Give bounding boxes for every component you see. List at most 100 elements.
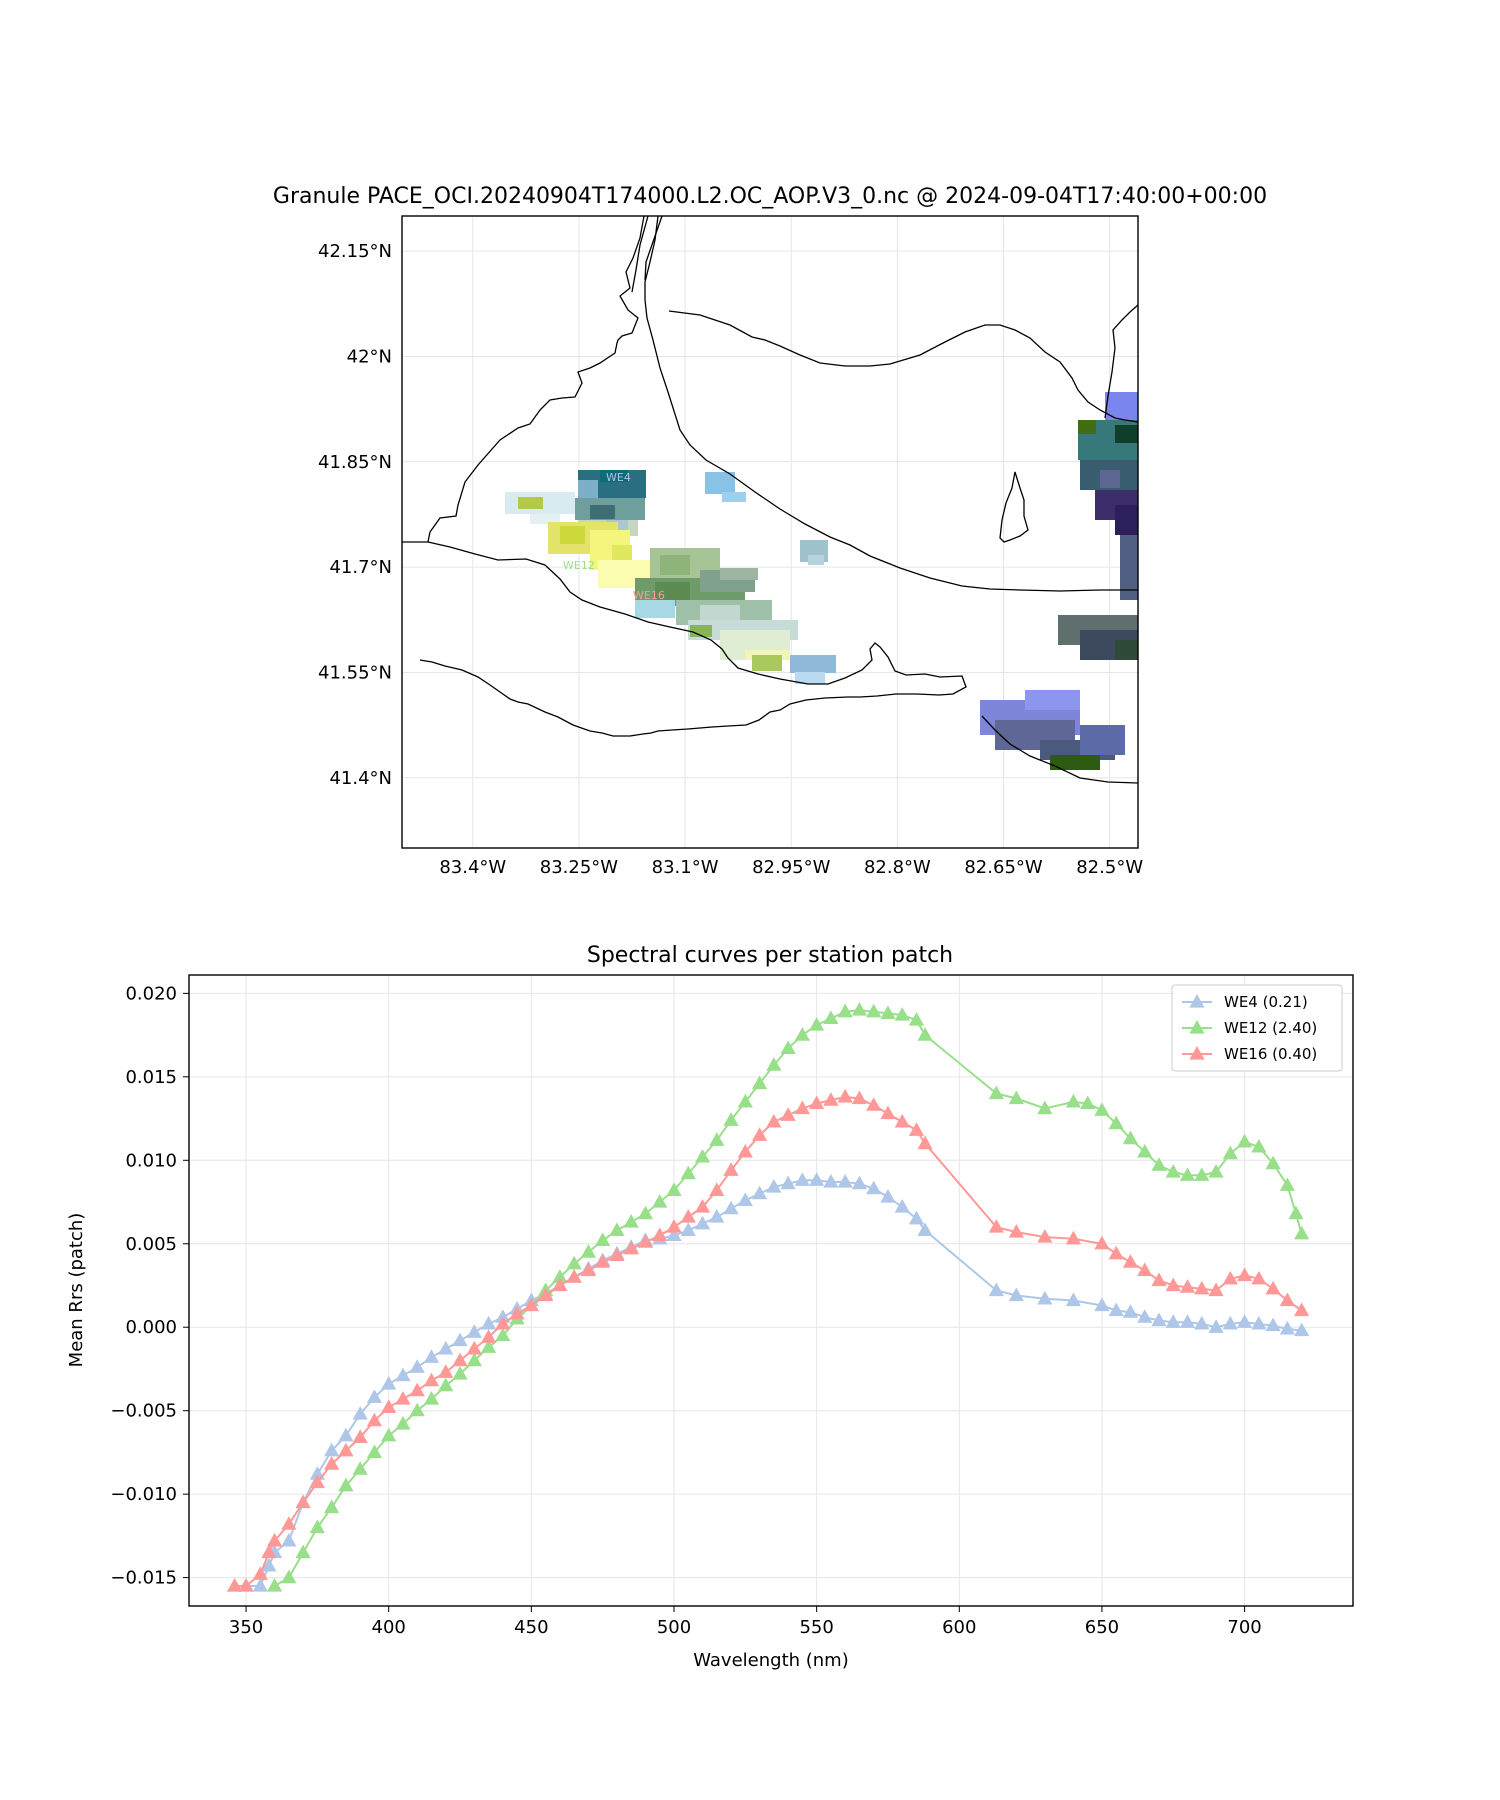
station-label-we16: WE16: [633, 589, 665, 602]
series-marker: [495, 1315, 511, 1330]
series-marker: [366, 1389, 383, 1403]
series-marker: [652, 1227, 668, 1242]
series-marker: [637, 1205, 654, 1220]
series-marker: [1265, 1317, 1281, 1332]
series-marker: [252, 1566, 268, 1580]
legend-label: WE4 (0.21): [1224, 993, 1308, 1011]
series-marker: [480, 1329, 497, 1343]
series-marker: [566, 1255, 582, 1270]
series-marker: [438, 1340, 454, 1355]
y-tick-label: 0.015: [125, 1067, 177, 1088]
series-marker: [466, 1324, 482, 1338]
series-marker: [1208, 1319, 1224, 1333]
map-y-tick-label: 42.15°N: [318, 241, 392, 262]
series-marker: [694, 1148, 711, 1163]
legend-item: WE16 (0.40): [1182, 1045, 1317, 1063]
legend-marker: [1189, 1020, 1205, 1034]
map-x-tick-label: 82.8°W: [864, 857, 931, 878]
series-marker: [238, 1577, 254, 1592]
series-marker: [295, 1494, 311, 1509]
series-marker: [1179, 1279, 1196, 1293]
spectral-title: Spectral curves per station patch: [587, 943, 953, 968]
series-marker: [680, 1209, 696, 1223]
series-marker: [1251, 1270, 1267, 1285]
spectral-series: [227, 1002, 1310, 1592]
series-marker: [338, 1427, 354, 1442]
series-marker: [737, 1093, 753, 1108]
series-marker: [794, 1172, 810, 1186]
series-marker: [680, 1222, 696, 1237]
map-y-tick-label: 41.7°N: [329, 557, 392, 578]
series-line: [274, 1009, 1303, 1587]
series-marker: [580, 1244, 597, 1258]
series-marker: [538, 1287, 554, 1302]
series-marker: [851, 1175, 868, 1190]
legend-marker: [1189, 1046, 1205, 1060]
series-marker: [866, 1180, 882, 1195]
series-marker: [1094, 1297, 1110, 1312]
series-marker: [823, 1092, 839, 1106]
series-marker: [723, 1200, 739, 1215]
series-marker: [680, 1165, 696, 1180]
satellite-pixel-patch-east: [980, 392, 1138, 770]
series-marker: [766, 1179, 782, 1193]
y-tick-label: 0.010: [125, 1150, 177, 1171]
series-marker: [1094, 1102, 1110, 1116]
series-marker: [1236, 1133, 1253, 1148]
series-marker: [809, 1017, 825, 1031]
spectral-tick-labels: 350 400 450 500 550 600 650 700 0.020 0.015 0.010 0…: [110, 983, 1261, 1638]
legend-item: WE12 (2.40): [1182, 1019, 1317, 1037]
series-marker: [609, 1247, 625, 1262]
series-marker: [766, 1057, 782, 1071]
series-marker: [1208, 1163, 1224, 1178]
series-we16: [227, 1088, 1310, 1592]
series-marker: [452, 1365, 468, 1380]
series-marker: [495, 1327, 511, 1342]
series-marker: [666, 1219, 682, 1233]
series-marker: [1279, 1177, 1295, 1191]
series-marker: [709, 1132, 725, 1146]
map-y-tick-label: 41.85°N: [318, 452, 392, 473]
series-marker: [723, 1162, 739, 1176]
series-marker: [988, 1085, 1004, 1100]
series-marker: [324, 1456, 340, 1470]
series-marker: [1008, 1090, 1024, 1105]
satellite-pixel-patch-we12: [505, 492, 653, 588]
series-marker: [1122, 1254, 1139, 1268]
map-frame: [401, 215, 1139, 849]
series-marker: [1151, 1272, 1167, 1287]
series-marker: [908, 1012, 925, 1026]
x-tick-label: 600: [942, 1617, 976, 1638]
series-marker: [751, 1185, 768, 1200]
series-marker: [988, 1219, 1004, 1233]
series-we12: [266, 1002, 1310, 1592]
spectral-gridlines: [189, 975, 1353, 1606]
series-marker: [480, 1315, 497, 1330]
series-marker: [1108, 1115, 1124, 1130]
series-marker: [988, 1282, 1004, 1297]
x-tick-label: 450: [514, 1617, 548, 1638]
y-tick-label: 0.020: [125, 983, 177, 1004]
series-marker: [809, 1095, 825, 1110]
series-marker: [452, 1352, 468, 1367]
spectral-panel: Spectral curves per station patch 350 400…: [66, 943, 1354, 1671]
series-marker: [880, 1189, 896, 1203]
series-marker: [737, 1192, 753, 1206]
series-marker: [894, 1007, 910, 1021]
x-axis-label: Wavelength (nm): [693, 1650, 849, 1671]
series-marker: [908, 1210, 925, 1225]
series-marker: [1151, 1312, 1167, 1327]
series-marker: [908, 1122, 925, 1136]
series-marker: [894, 1113, 910, 1128]
series-marker: [1008, 1287, 1024, 1302]
map-y-tick-label: 42°N: [347, 346, 392, 367]
series-we4: [227, 1172, 1310, 1592]
series-marker: [1208, 1282, 1224, 1297]
series-marker: [780, 1175, 796, 1190]
map-panel: Granule PACE_OCI.20240904T174000.L2.OC_A…: [273, 184, 1267, 878]
series-marker: [395, 1367, 411, 1382]
series-marker: [823, 1173, 839, 1188]
series-marker: [423, 1372, 440, 1387]
series-marker: [309, 1519, 325, 1534]
series-marker: [866, 1097, 882, 1111]
